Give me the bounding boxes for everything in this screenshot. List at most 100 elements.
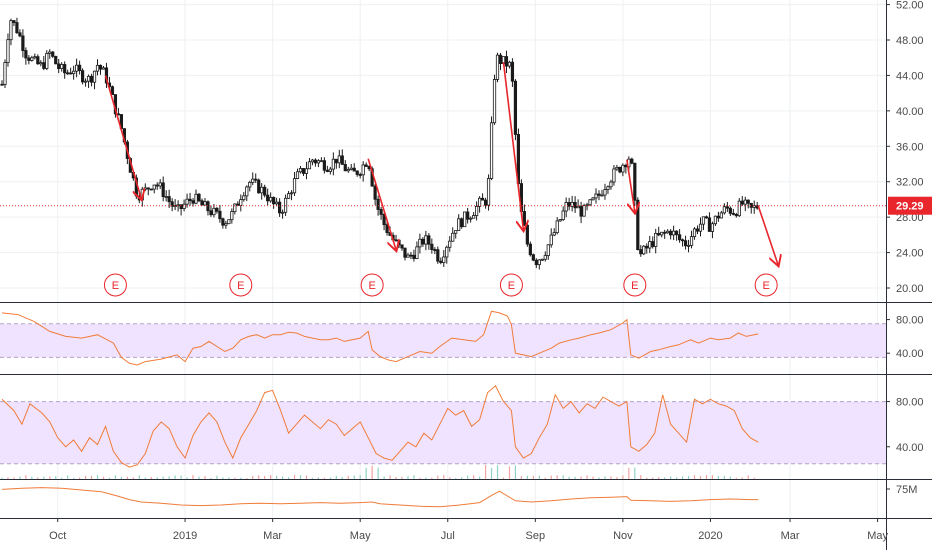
candle-body bbox=[12, 20, 16, 23]
time-axis[interactable]: Oct 2019 Mar May Jul Sep Nov 2020 Mar May bbox=[49, 518, 888, 542]
price-tick-label: 20.00 bbox=[896, 283, 924, 295]
candle-body bbox=[448, 240, 452, 248]
volume-bar bbox=[311, 477, 314, 479]
volume-bar bbox=[335, 475, 337, 479]
candle-body bbox=[263, 186, 267, 196]
candle-body bbox=[591, 197, 595, 201]
candle-body bbox=[704, 216, 709, 219]
candle-body bbox=[307, 161, 312, 170]
volume-bar bbox=[246, 477, 248, 479]
candle-body bbox=[3, 62, 7, 85]
candle-body bbox=[740, 200, 744, 205]
candle-body bbox=[403, 247, 407, 258]
candle-body bbox=[101, 67, 106, 70]
candle-body bbox=[475, 205, 479, 216]
price-axis[interactable]: 52.00 48.00 44.00 40.00 36.00 32.00 28.00 24.00… bbox=[886, 0, 932, 496]
candle-body bbox=[373, 185, 377, 200]
candle-body bbox=[615, 166, 619, 170]
time-tick-label: 2020 bbox=[698, 530, 722, 542]
candle-body bbox=[215, 207, 219, 212]
volume-bar bbox=[1, 477, 3, 479]
earnings-marker-label: E bbox=[112, 280, 119, 292]
volume-bar bbox=[502, 477, 505, 479]
earnings-drop-arrow bbox=[367, 158, 396, 250]
price-tick-label: 48.00 bbox=[896, 35, 924, 47]
oscillator-1-pane bbox=[1, 310, 759, 366]
candle-body bbox=[286, 193, 291, 199]
candle-body bbox=[182, 203, 186, 209]
volume-bar bbox=[670, 476, 672, 479]
indicator-band bbox=[0, 401, 886, 464]
volume-bar bbox=[79, 477, 81, 479]
volume-bar bbox=[592, 476, 594, 479]
volume-bar bbox=[526, 475, 528, 479]
candle-body bbox=[9, 20, 13, 41]
candle-body bbox=[185, 198, 189, 205]
candle-body bbox=[328, 168, 332, 172]
candle-body bbox=[731, 212, 735, 215]
candle-body bbox=[528, 243, 532, 256]
candle-body bbox=[531, 254, 535, 261]
candle-body bbox=[173, 205, 177, 208]
volume-bar bbox=[658, 477, 660, 479]
candle-body bbox=[72, 70, 76, 75]
candle-body bbox=[433, 249, 437, 251]
candle-body bbox=[686, 244, 691, 247]
volume-bar bbox=[341, 476, 343, 479]
candle-body bbox=[477, 197, 482, 207]
volume-bar bbox=[699, 476, 702, 479]
candle-body bbox=[689, 236, 694, 246]
candle-body bbox=[570, 201, 574, 207]
candle-body bbox=[603, 189, 607, 196]
candle-body bbox=[695, 228, 700, 232]
candle-body bbox=[334, 158, 338, 164]
candle-body bbox=[158, 182, 162, 187]
volume-bar bbox=[496, 465, 499, 479]
candle-body bbox=[146, 187, 150, 190]
volume-bar bbox=[508, 466, 511, 479]
candle-body bbox=[558, 219, 562, 222]
candle-body bbox=[337, 155, 341, 164]
price-tick-label: 52.00 bbox=[896, 0, 924, 12]
oscillator-2-pane bbox=[1, 385, 759, 468]
volume-bar bbox=[437, 475, 439, 479]
candle-body bbox=[218, 210, 222, 220]
earnings-marker-label: E bbox=[508, 280, 515, 292]
candle-body bbox=[316, 160, 321, 164]
earnings-marker-circle bbox=[499, 273, 523, 297]
volume-bar bbox=[550, 475, 552, 479]
candle-body bbox=[60, 64, 64, 69]
candle-body bbox=[331, 158, 335, 170]
candle-body bbox=[361, 164, 365, 176]
candle-body bbox=[149, 188, 153, 191]
candle-body bbox=[78, 64, 82, 71]
volume-bar bbox=[622, 475, 624, 479]
volume-bar bbox=[484, 465, 487, 479]
volume-bar bbox=[276, 475, 278, 479]
candle-body bbox=[630, 158, 634, 164]
candle-body bbox=[355, 170, 359, 175]
candle-body bbox=[564, 202, 568, 212]
candle-body bbox=[463, 211, 467, 228]
indicator-tick-label: 80.00 bbox=[896, 397, 924, 409]
candle-body bbox=[254, 178, 258, 181]
volume-bar bbox=[598, 477, 600, 479]
candle-body bbox=[576, 205, 580, 209]
candle-body bbox=[152, 184, 156, 190]
candle-body bbox=[92, 70, 97, 83]
volume-bar bbox=[359, 475, 361, 479]
indicator-bands bbox=[0, 323, 886, 465]
volume-bar bbox=[73, 477, 75, 479]
candle-body bbox=[546, 244, 550, 257]
candle-body bbox=[406, 254, 410, 258]
candle-body bbox=[209, 210, 213, 216]
volume-bar bbox=[102, 476, 105, 479]
volume-bar bbox=[19, 476, 21, 479]
candle-body bbox=[143, 187, 147, 190]
candle-body bbox=[507, 61, 512, 67]
price-tick-label: 44.00 bbox=[896, 70, 924, 82]
candle-body bbox=[713, 215, 718, 225]
candle-body bbox=[427, 235, 431, 245]
volume-bar bbox=[687, 475, 690, 479]
volume-bar bbox=[747, 475, 749, 479]
